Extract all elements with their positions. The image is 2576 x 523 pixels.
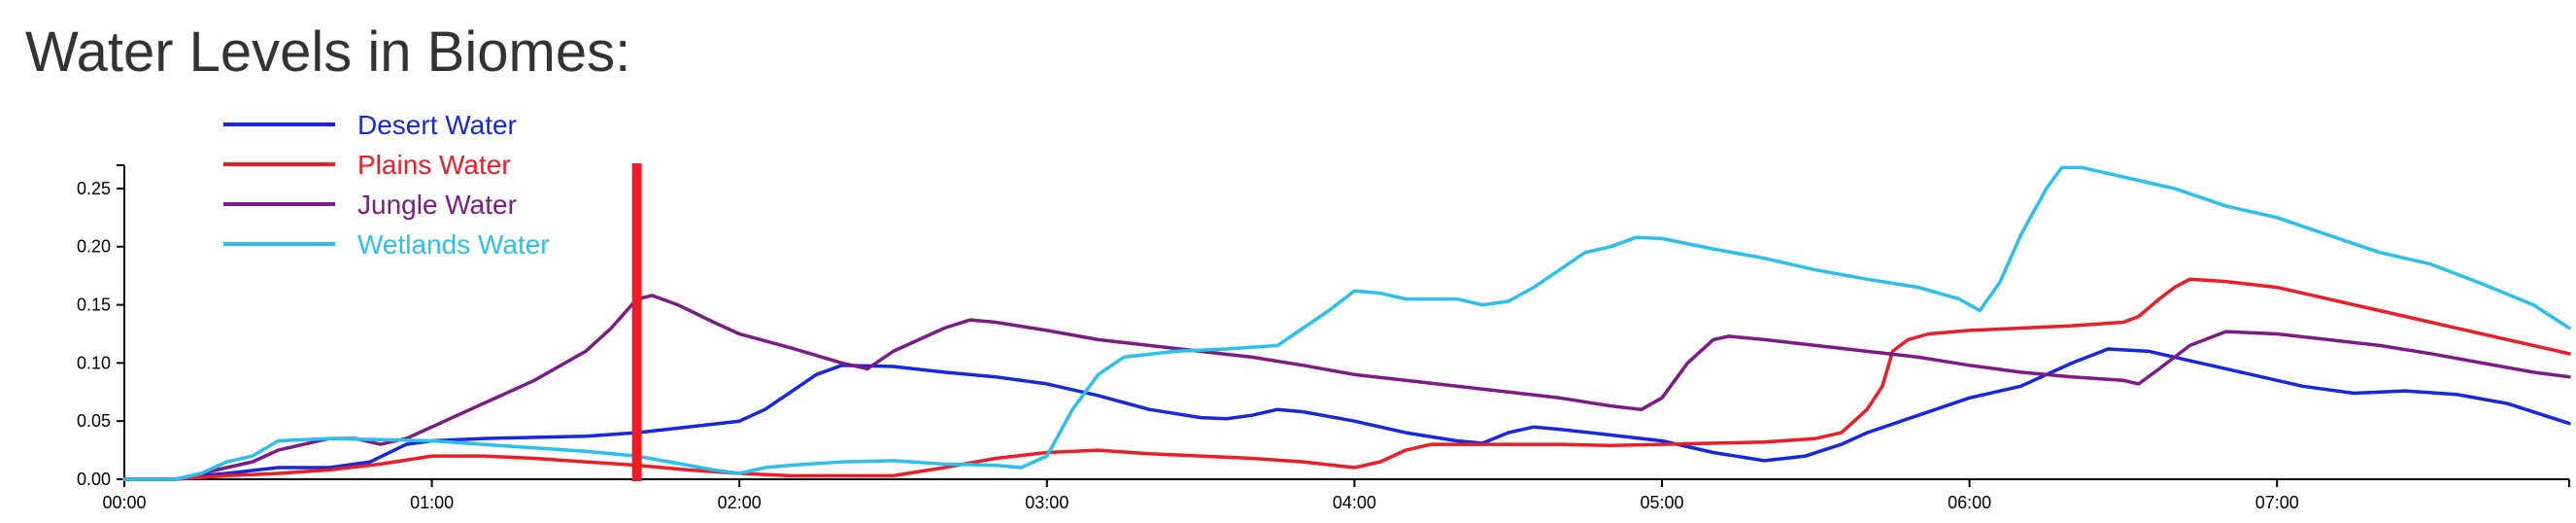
x-tick-label: 01:00 <box>410 493 454 512</box>
y-tick-label: 0.20 <box>77 237 111 257</box>
series-lines <box>122 165 2571 481</box>
x-tick-label: 07:00 <box>2255 493 2299 512</box>
y-tick-label: 0.00 <box>77 470 111 489</box>
x-tick-label: 06:00 <box>1948 493 1991 512</box>
legend: Desert Water Plains Water Jungle Water Wetl… <box>223 110 550 260</box>
desert-water-line <box>122 347 2571 481</box>
y-tick-label: 0.10 <box>77 353 111 372</box>
legend-label-wetlands-water: Wetlands Water <box>357 229 550 260</box>
axes: 0.00 0.05 0.10 0.15 0.20 0.25 00:00 01:00 02:00 0… <box>77 164 2570 512</box>
legend-label-jungle-water: Jungle Water <box>357 190 517 220</box>
y-tick-label: 0.05 <box>77 411 111 431</box>
legend-label-plains-water: Plains Water <box>357 150 511 180</box>
wetlands-water-line <box>122 165 2571 481</box>
x-tick-label: 03:00 <box>1025 493 1068 512</box>
x-tick-label: 05:00 <box>1640 493 1683 512</box>
page-title: Water Levels in Biomes: <box>25 20 631 84</box>
y-tick-label: 0.15 <box>77 296 111 315</box>
x-tick-label: 00:00 <box>102 493 146 512</box>
plains-water-line <box>122 277 2571 481</box>
y-tick-label: 0.25 <box>77 179 111 198</box>
x-tick-label: 02:00 <box>718 493 762 512</box>
jungle-water-line <box>122 294 2571 481</box>
legend-label-desert-water: Desert Water <box>357 110 517 140</box>
time-marker-layer <box>631 163 642 481</box>
x-tick-label: 04:00 <box>1333 493 1376 512</box>
time-marker[interactable] <box>631 163 642 481</box>
